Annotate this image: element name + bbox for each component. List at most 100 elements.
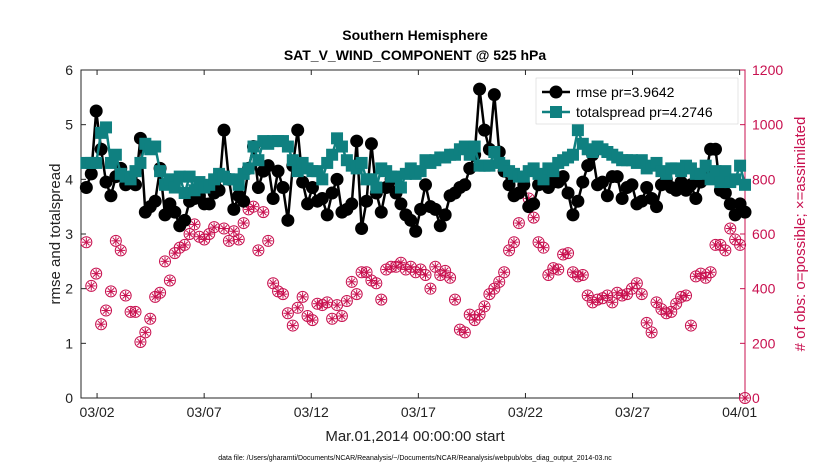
x-tick-label: 03/07 [187,404,222,420]
totalspread-point [100,121,113,134]
possible-obs-point [630,277,643,290]
rmse-point [168,205,182,219]
totalspread-point [124,173,137,186]
totalspread-point [232,178,245,191]
legend-totalspread-marker [550,106,562,118]
totalspread-point [483,159,496,172]
y-axis-label: rmse and totalspread [47,164,64,305]
possible-obs-point [291,301,304,314]
rmse-point [227,202,241,216]
possible-obs-point [85,279,98,292]
x-tick-label: 03/02 [80,404,115,420]
assimilated-obs-point [632,278,642,288]
rmse-point [458,178,472,192]
possible-obs-point [704,266,717,279]
assimilated-obs-point [455,325,465,335]
rmse-point [89,104,103,118]
possible-obs-point [680,289,693,302]
totalspread-point [571,124,584,137]
rmse-point [625,178,639,192]
assimilated-obs-point [116,245,126,255]
assimilated-obs-point [435,270,445,280]
possible-obs-point [257,206,270,219]
legend-rmse-label: rmse pr=3.9642 [576,84,675,100]
x-tick-label: 03/22 [508,404,543,420]
assimilated-obs-point [111,236,121,246]
rmse-point [320,208,334,222]
rmse-point [635,194,649,208]
assimilated-obs-point [563,248,573,258]
assimilated-obs-point [691,271,701,281]
assimilated-obs-point [445,273,455,283]
possible-obs-point [719,244,732,257]
rmse-point [330,172,344,186]
assimilated-obs-point [588,297,598,307]
possible-obs-point [498,266,511,279]
possible-obs-point [419,269,432,281]
assimilated-obs-point [352,289,362,299]
rmse-point [738,205,752,219]
assimilated-obs-point [224,236,234,246]
assimilated-obs-point [430,262,440,272]
possible-obs-point [635,288,648,301]
possible-obs-point [370,277,383,290]
possible-obs-point [552,263,565,276]
rmse-point [237,194,251,208]
assimilated-obs-point [681,291,691,300]
assimilated-obs-point [475,310,485,320]
rmse-point [527,197,541,211]
possible-obs-point [222,234,235,247]
rmse-point [615,191,629,205]
possible-obs-point [335,310,348,322]
assimilated-obs-point [145,314,155,324]
possible-obs-point [557,248,570,261]
y2-tick-label: 0 [752,390,760,406]
rmse-point [595,175,609,189]
totalspread-point [149,140,162,153]
assimilated-obs-point [499,267,509,277]
totalspread-point [394,181,407,194]
assimilated-obs-point [362,267,372,277]
possible-obs-point [616,289,629,302]
assimilated-obs-point [376,295,386,305]
assimilated-obs-point [720,245,730,255]
rmse-point [718,186,732,200]
rmse-point [104,189,118,203]
possible-obs-point [340,294,353,307]
assimilated-obs-point [303,311,313,321]
possible-obs-point [512,217,525,230]
totalspread-point [468,140,481,153]
assimilated-obs-point [381,265,391,275]
assimilated-obs-point [396,258,406,268]
rmse-point [276,181,290,195]
possible-obs-point [276,288,289,301]
possible-obs-point [527,211,540,224]
totalspread-point [281,140,294,153]
rmse-point [261,159,275,173]
assimilated-obs-point [602,291,612,300]
rmse-point [684,178,698,192]
possible-obs-point [90,267,103,280]
possible-obs-point [493,275,506,288]
assimilated-obs-point [347,277,357,287]
assimilated-obs-point [268,278,278,288]
rmse-point [251,181,265,195]
possible-obs-point [95,318,108,331]
legend-rmse-marker [549,85,563,99]
assimilated-obs-point [583,291,593,300]
possible-obs-point [424,282,437,295]
assimilated-obs-point [204,229,214,239]
rmse-point [212,183,226,197]
axis-ticks: 03/02 03/07 03/12 03/17 03/22 03/27 04/0101234… [65,62,783,420]
totalspread-point [488,146,501,158]
assimilated-obs-point [121,291,131,300]
possible-obs-point [178,238,191,251]
assimilated-obs-point [450,295,460,305]
assimilated-obs-point [696,269,706,279]
assimilated-obs-point [91,269,101,279]
assimilated-obs-point [460,327,470,337]
totalspread-point [286,154,299,167]
rmse-point [148,194,162,208]
